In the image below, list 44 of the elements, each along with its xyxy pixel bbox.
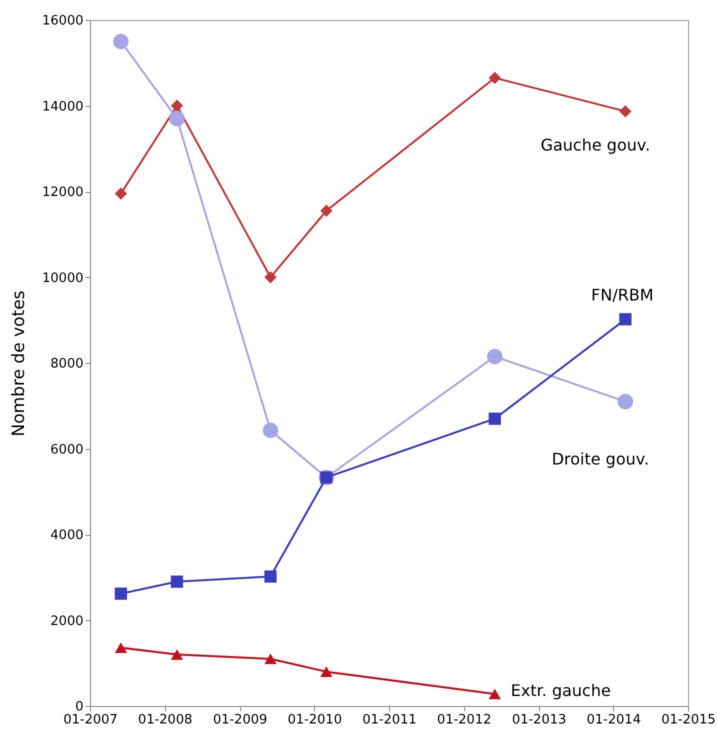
point bbox=[619, 313, 632, 326]
y-tick-label: 12000 bbox=[42, 185, 84, 200]
point bbox=[262, 422, 278, 438]
point bbox=[487, 348, 503, 364]
point bbox=[619, 105, 632, 118]
point bbox=[320, 204, 332, 217]
point bbox=[488, 412, 501, 425]
x-tick-label: 01-2007 bbox=[63, 712, 118, 728]
point bbox=[170, 576, 184, 588]
x-tick-label: 01-2015 bbox=[661, 712, 716, 728]
point bbox=[488, 688, 501, 700]
point bbox=[114, 588, 128, 600]
x-tick-label: 01-2009 bbox=[212, 712, 268, 728]
y-tick-label: 14000 bbox=[42, 99, 84, 114]
y-tick-label: 2000 bbox=[50, 614, 84, 629]
y-tick-label: 4000 bbox=[50, 528, 84, 543]
point bbox=[114, 188, 128, 200]
x-tick-label: 01-2010 bbox=[288, 712, 342, 728]
x-tick-label: 01-2008 bbox=[138, 712, 192, 728]
y-tick-label: 0 bbox=[75, 700, 84, 714]
x-tick-label: 01-2011 bbox=[362, 712, 417, 728]
point bbox=[264, 271, 277, 284]
x-tick-label: 01-2012 bbox=[437, 712, 492, 728]
x-tick-label: 01-2014 bbox=[586, 712, 641, 728]
point bbox=[320, 666, 332, 678]
x-tick-label: 01-2013 bbox=[512, 712, 566, 728]
point bbox=[170, 649, 184, 660]
point bbox=[264, 570, 277, 583]
y-tick-label: 8000 bbox=[50, 356, 84, 372]
series-label: FN/RBM bbox=[591, 285, 654, 304]
point bbox=[618, 394, 634, 410]
point bbox=[113, 34, 129, 50]
point bbox=[169, 110, 185, 126]
y-tick-label: 16000 bbox=[42, 14, 84, 28]
point bbox=[488, 72, 501, 84]
text: Droite gouv. bbox=[552, 450, 650, 469]
y-tick-label: 6000 bbox=[50, 442, 84, 458]
series-label: Extr. gauche bbox=[510, 680, 611, 700]
point bbox=[170, 100, 184, 112]
point bbox=[264, 654, 277, 664]
y-tick-label: 10000 bbox=[42, 270, 84, 286]
series-label: Gauche gouv. bbox=[540, 135, 650, 154]
y-axis-title: Nombre de votes bbox=[9, 290, 30, 437]
point bbox=[114, 642, 128, 653]
